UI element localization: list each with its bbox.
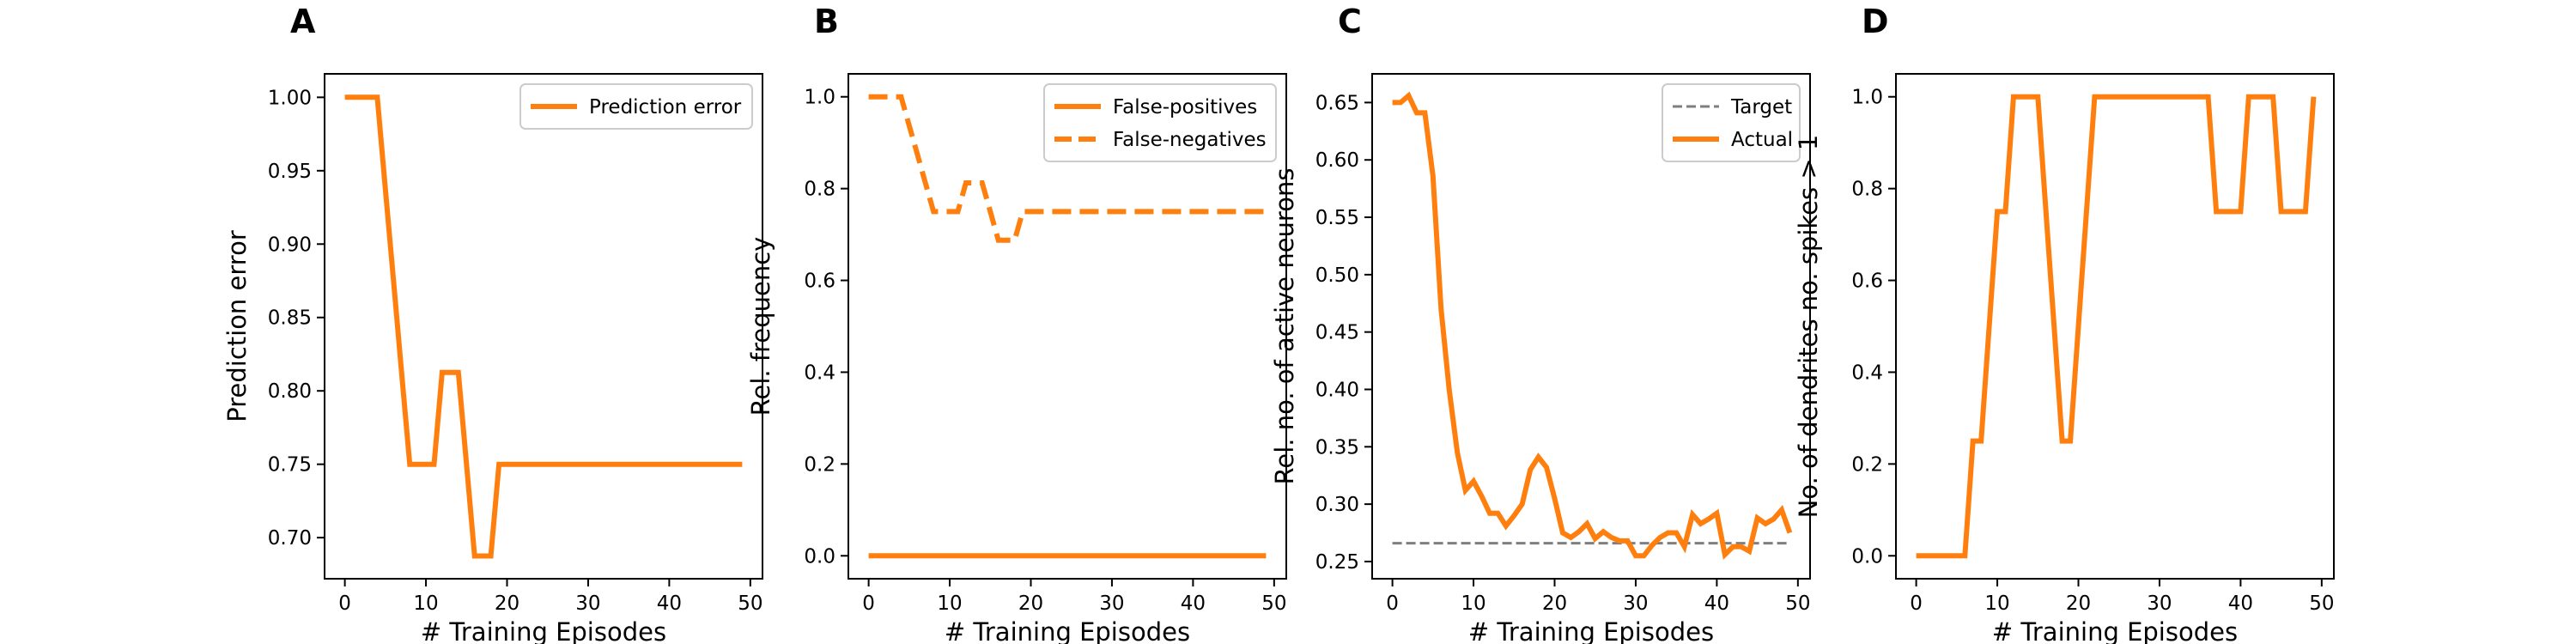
x-tick-label: 50 [1785,592,1810,615]
x-tick-label: 40 [1181,592,1206,615]
axes-frame [848,73,1287,580]
legend-label: Target [1730,96,1792,118]
y-tick-label: 0.50 [1315,264,1359,287]
y-tick-label: 0.85 [268,307,312,330]
x-axis-label: # Training Episodes [1468,617,1714,644]
axes-frame [1895,73,2335,580]
panel-letter: C [1338,3,1362,40]
y-tick-label: 0.6 [1851,270,1883,293]
axes-frame [1371,73,1811,580]
series-line-false-negatives [868,94,1267,243]
x-axis-label: # Training Episodes [421,617,666,644]
x-tick-label: 40 [1704,592,1729,615]
panel-d: D 0 10 20 30 40 50 0.0 0.2 0.4 0.6 0.8 1.0 # Training… [1794,3,2335,644]
y-tick-label: 0.0 [1851,545,1883,568]
y-tick-label: 0.4 [804,361,835,384]
y-tick-label: 0.60 [1315,149,1359,172]
legend-box [1662,83,1801,162]
y-tick-label: 0.70 [268,527,312,550]
panel-b: B 0 10 20 30 40 50 0.0 0.2 0.4 0.6 0.8 1.0 # Training… [746,3,1287,644]
axes-frame [324,73,763,580]
series-line-actual [1392,91,1793,560]
y-tick-label: 0.75 [268,454,312,477]
y-tick-label: 0.0 [804,545,835,568]
x-axis-label: # Training Episodes [945,617,1190,644]
x-axis-label: # Training Episodes [1992,617,2238,644]
x-tick-label: 20 [495,592,519,615]
x-tick-label: 20 [1018,592,1043,615]
y-tick-label: 0.8 [1851,179,1883,201]
x-tick-label: 10 [1461,592,1485,615]
x-tick-label: 0 [338,592,351,615]
legend: Prediction error [519,83,753,130]
legend-label: False-positives [1113,96,1257,118]
legend-box [1043,83,1277,162]
y-tick-label: 0.65 [1315,92,1359,114]
y-tick-label: 1.0 [1851,87,1883,109]
panel-a: A 0 10 20 30 40 50 0.70 0.75 0.80 0.85 0.90 0.95 1.00… [222,3,763,644]
panel-letter: D [1862,3,1889,40]
legend: False-positives False-negatives [1043,83,1277,162]
y-axis-label: No. of dendrites no. spikes > 1 [1794,135,1823,519]
y-tick-label: 0.6 [804,270,835,293]
y-tick-label: 0.45 [1315,322,1359,344]
x-tick-label: 50 [1261,592,1286,615]
y-axis-label: Rel. no. of active neurons [1270,168,1299,485]
y-tick-label: 0.90 [268,234,312,256]
x-tick-label: 40 [657,592,682,615]
legend-box [519,83,753,130]
x-tick-label: 30 [575,592,600,615]
y-tick-label: 0.55 [1315,207,1359,229]
x-tick-label: 20 [1542,592,1567,615]
y-tick-label: 0.8 [804,179,835,201]
panel-c: C 0 10 20 30 40 50 0.25 0.30 0.35 0.40 0.45 0.50 0.55… [1270,3,1811,644]
x-tick-label: 50 [2309,592,2334,615]
y-tick-label: 0.40 [1315,380,1359,402]
x-tick-label: 0 [862,592,875,615]
y-tick-label: 0.2 [804,453,835,476]
y-tick-label: 0.4 [1851,361,1883,384]
x-tick-label: 50 [738,592,762,615]
y-tick-label: 0.25 [1315,551,1359,574]
panel-letter: B [814,3,839,40]
y-tick-label: 1.0 [804,87,835,109]
legend-label: Prediction error [589,96,742,118]
series-line-prediction-error [344,94,743,559]
x-tick-label: 30 [1099,592,1124,615]
x-tick-label: 10 [413,592,438,615]
x-tick-label: 10 [1984,592,2009,615]
y-tick-label: 0.80 [268,380,312,403]
series-line-0 [1916,94,2317,559]
y-axis-label: Prediction error [222,230,252,422]
y-axis-label: Rel. frequency [746,237,775,416]
legend-label: Actual [1731,129,1793,151]
x-tick-label: 0 [1386,592,1399,615]
y-tick-label: 0.30 [1315,494,1359,516]
y-tick-label: 0.95 [268,161,312,183]
y-tick-label: 0.2 [1851,453,1883,476]
x-tick-label: 30 [1623,592,1648,615]
legend: Target Actual [1662,83,1801,162]
x-tick-label: 30 [2147,592,2172,615]
y-tick-label: 1.00 [268,87,312,109]
x-tick-label: 20 [2066,592,2091,615]
y-tick-label: 0.35 [1315,436,1359,459]
x-tick-label: 10 [937,592,962,615]
panel-letter: A [290,3,316,40]
legend-label: False-negatives [1113,129,1267,151]
x-tick-label: 0 [1910,592,1923,615]
x-tick-label: 40 [2228,592,2253,615]
